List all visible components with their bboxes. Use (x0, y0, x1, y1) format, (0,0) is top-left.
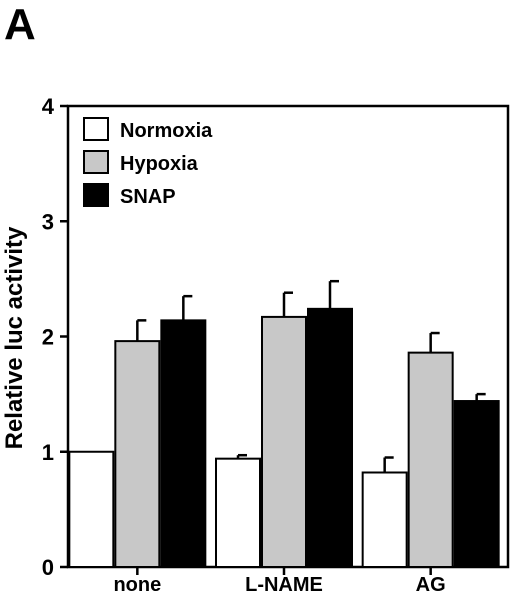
bar-normoxia-ag (361, 471, 408, 568)
legend-swatch (83, 117, 109, 141)
y-tick-label: 3 (42, 209, 54, 234)
x-tick-label: L-NAME (245, 574, 323, 596)
bar-hypoxia-l-name (261, 315, 307, 568)
y-axis-label: Relative luc activity (1, 226, 28, 449)
legend: Normoxia Hypoxia SNAP (83, 117, 213, 208)
bar-snap-ag (453, 400, 500, 569)
bar-normoxia-l-name (215, 457, 261, 569)
legend-swatch (83, 183, 109, 207)
bar-snap-l-name (307, 307, 353, 568)
x-tick-label: AG (416, 574, 446, 596)
y-tick-label: 0 (42, 555, 54, 580)
bar-hypoxia-ag (407, 351, 454, 569)
bar-snap-none (160, 319, 207, 568)
axes: 0 1 2 3 4 none L-NAME AG (42, 94, 510, 596)
legend-label: SNAP (120, 186, 176, 208)
legend-swatch (83, 150, 109, 174)
x-tick-label: none (113, 574, 161, 596)
bar-normoxia-none (68, 450, 115, 568)
y-tick-label: 4 (42, 94, 55, 119)
y-tick-label: 2 (42, 325, 54, 350)
legend-label: Hypoxia (120, 153, 199, 175)
bars (68, 279, 500, 569)
y-tick-label: 1 (42, 440, 54, 465)
bar-hypoxia-none (114, 340, 161, 568)
panel-label: A (4, 0, 36, 49)
legend-label: Normoxia (120, 120, 213, 142)
